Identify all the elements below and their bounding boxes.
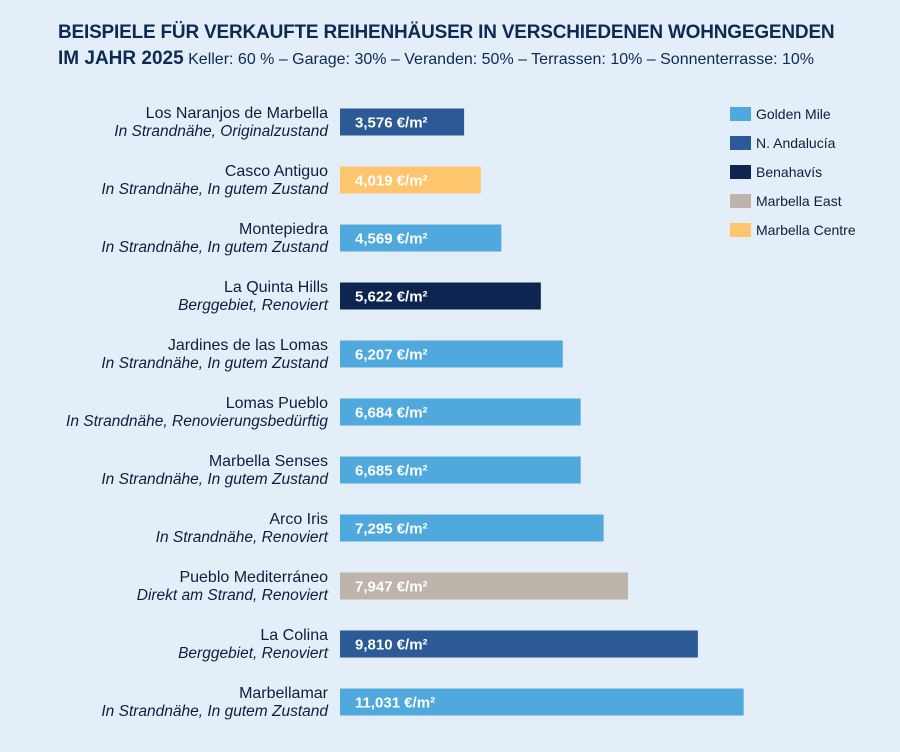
chart-title: BEISPIELE FÜR VERKAUFTE REIHENHÄUSER IN …	[58, 22, 835, 43]
category-name: Montepiedra	[239, 221, 328, 238]
category-name: Marbella Senses	[209, 453, 328, 470]
category-description: In Strandnähe, Renoviert	[156, 529, 329, 546]
bar-value-label: 7,947 €/m²	[355, 579, 428, 596]
bar	[340, 456, 581, 484]
category-description: In Strandnähe, In gutem Zustand	[101, 471, 329, 488]
category-description: Direkt am Strand, Renoviert	[137, 587, 329, 604]
legend-label: Marbella Centre	[756, 222, 856, 238]
bar-value-label: 6,207 €/m²	[355, 347, 428, 364]
category-name: Jardines de las Lomas	[168, 337, 328, 354]
subtitle-year: IM JAHR 2025	[58, 48, 184, 69]
category-name: La Colina	[260, 627, 328, 644]
legend-label: Marbella East	[756, 193, 842, 209]
bar-value-label: 7,295 €/m²	[355, 521, 428, 538]
category-name: Arco Iris	[269, 511, 328, 528]
bar	[340, 282, 541, 310]
bar	[340, 340, 563, 368]
bar-value-label: 6,685 €/m²	[355, 463, 428, 480]
category-name: La Quinta Hills	[224, 279, 328, 296]
bar	[340, 630, 698, 658]
category-description: Berggebiet, Renoviert	[178, 297, 329, 314]
legend-swatch	[730, 223, 751, 237]
legend-swatch	[730, 107, 751, 121]
bar	[340, 398, 581, 426]
bar	[340, 166, 481, 194]
category-name: Lomas Pueblo	[226, 395, 328, 412]
bar-value-label: 5,622 €/m²	[355, 289, 428, 306]
bar-value-label: 4,019 €/m²	[355, 173, 428, 190]
category-name: Marbellamar	[239, 685, 329, 702]
legend-label: Benahavís	[756, 164, 822, 180]
category-description: In Strandnähe, In gutem Zustand	[101, 355, 329, 372]
legend-swatch	[730, 165, 751, 179]
bar	[340, 572, 629, 600]
bar-value-label: 9,810 €/m²	[355, 637, 428, 654]
category-description: In Strandnähe, Renovierungsbedürftig	[66, 413, 328, 430]
category-name: Casco Antiguo	[225, 163, 328, 180]
bar	[340, 514, 604, 542]
legend-swatch	[730, 194, 751, 208]
legend-label: Golden Mile	[756, 106, 831, 122]
bar-value-label: 3,576 €/m²	[355, 115, 428, 132]
category-description: In Strandnähe, In gutem Zustand	[101, 181, 329, 198]
bar	[340, 108, 465, 136]
legend-label: N. Andalucía	[756, 135, 836, 151]
chart-subtitle: IM JAHR 2025 Keller: 60 % – Garage: 30% …	[58, 48, 814, 70]
bar-value-label: 6,684 €/m²	[355, 405, 428, 422]
subtitle-text: Keller: 60 % – Garage: 30% – Veranden: 5…	[188, 51, 814, 68]
category-description: In Strandnähe, Originalzustand	[114, 123, 329, 140]
bar-value-label: 4,569 €/m²	[355, 231, 428, 248]
bar	[340, 224, 502, 252]
category-name: Los Naranjos de Marbella	[146, 105, 328, 122]
bar	[340, 688, 744, 716]
category-description: In Strandnähe, In gutem Zustand	[101, 703, 329, 720]
bar-value-label: 11,031 €/m²	[355, 695, 435, 712]
category-description: Berggebiet, Renoviert	[178, 645, 329, 662]
category-description: In Strandnähe, In gutem Zustand	[101, 239, 329, 256]
category-name: Pueblo Mediterráneo	[179, 569, 328, 586]
legend-swatch	[730, 136, 751, 150]
